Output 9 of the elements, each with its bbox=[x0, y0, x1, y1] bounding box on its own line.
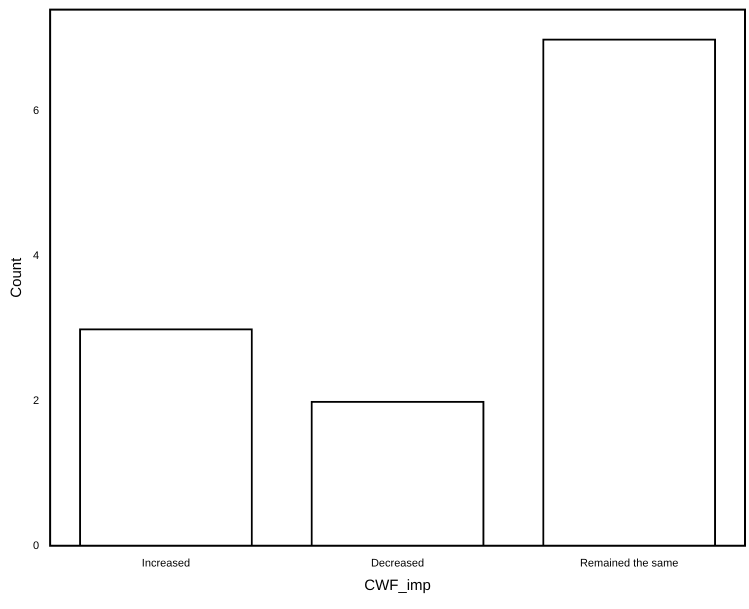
y-tick-label: 6 bbox=[32, 105, 40, 118]
y-tick-label: 0 bbox=[32, 540, 40, 552]
y-tick-label: 2 bbox=[32, 394, 40, 407]
y-axis-title: Count bbox=[8, 256, 26, 298]
x-tick-label: Increased bbox=[142, 557, 190, 570]
x-tick-label: Decreased bbox=[370, 557, 424, 570]
x-axis-title: CWF_imp bbox=[364, 577, 431, 594]
y-tick-label: 4 bbox=[32, 250, 40, 262]
x-tick-label: Remained the same bbox=[580, 557, 678, 570]
